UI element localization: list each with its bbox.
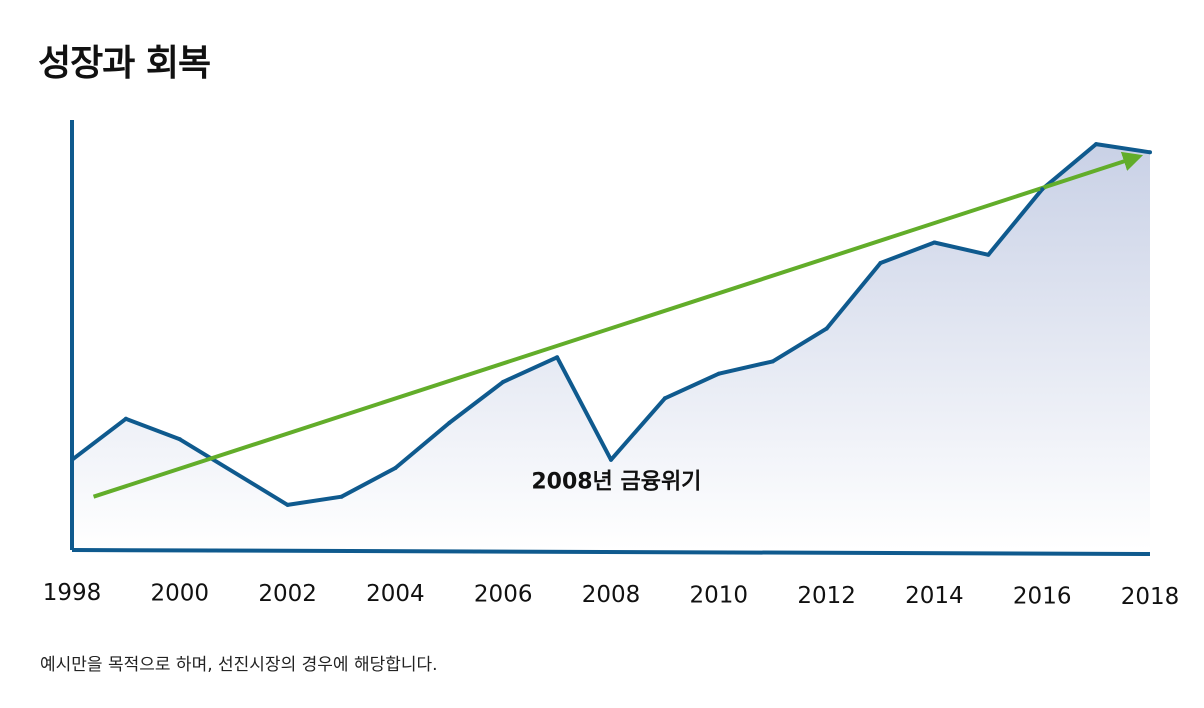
data-point-2008: [609, 457, 613, 462]
data-point-2000: [177, 437, 182, 442]
data-point-2007: [555, 355, 560, 360]
data-point-2017: [1094, 142, 1099, 147]
x-tick-2016: 2016: [1013, 584, 1072, 610]
data-point-2011: [770, 359, 775, 364]
chart-title: 성장과 회복: [38, 43, 211, 84]
data-point-2005: [447, 420, 452, 425]
x-tick-2010: 2010: [690, 582, 749, 608]
series-area: [72, 144, 1150, 550]
x-tick-2018: 2018: [1121, 584, 1180, 610]
annotation-label: 2008년 금융위기: [531, 469, 701, 494]
x-tick-2012: 2012: [797, 583, 856, 609]
data-point-1999: [123, 416, 128, 421]
x-tick-1998: 1998: [43, 580, 102, 606]
data-point-2014: [932, 240, 937, 245]
x-tick-2008: 2008: [582, 582, 641, 608]
data-point-2004: [393, 466, 398, 470]
footnote: 예시만을 목적으로 하며, 선진시장의 경우에 해당합니다.: [40, 655, 438, 675]
x-tick-2004: 2004: [366, 581, 425, 607]
x-tick-2014: 2014: [905, 583, 964, 609]
data-point-2012: [824, 326, 829, 331]
data-point-2016: [1040, 187, 1045, 192]
data-point-2013: [878, 261, 883, 265]
trend-arrow: [92, 151, 1144, 499]
data-point-2018: [1148, 150, 1152, 155]
data-point-2006: [501, 379, 506, 384]
x-axis: [71, 548, 1151, 556]
data-point-2010: [716, 371, 721, 376]
data-point-2002: [285, 502, 290, 507]
x-tick-2002: 2002: [258, 581, 317, 607]
series-line: [70, 142, 1151, 507]
data-point-1998: [70, 457, 74, 462]
data-point-2015: [986, 252, 991, 257]
x-tick-2006: 2006: [474, 582, 533, 608]
data-point-2009: [662, 396, 667, 401]
x-tick-2000: 2000: [151, 580, 210, 606]
data-point-2003: [339, 494, 344, 499]
